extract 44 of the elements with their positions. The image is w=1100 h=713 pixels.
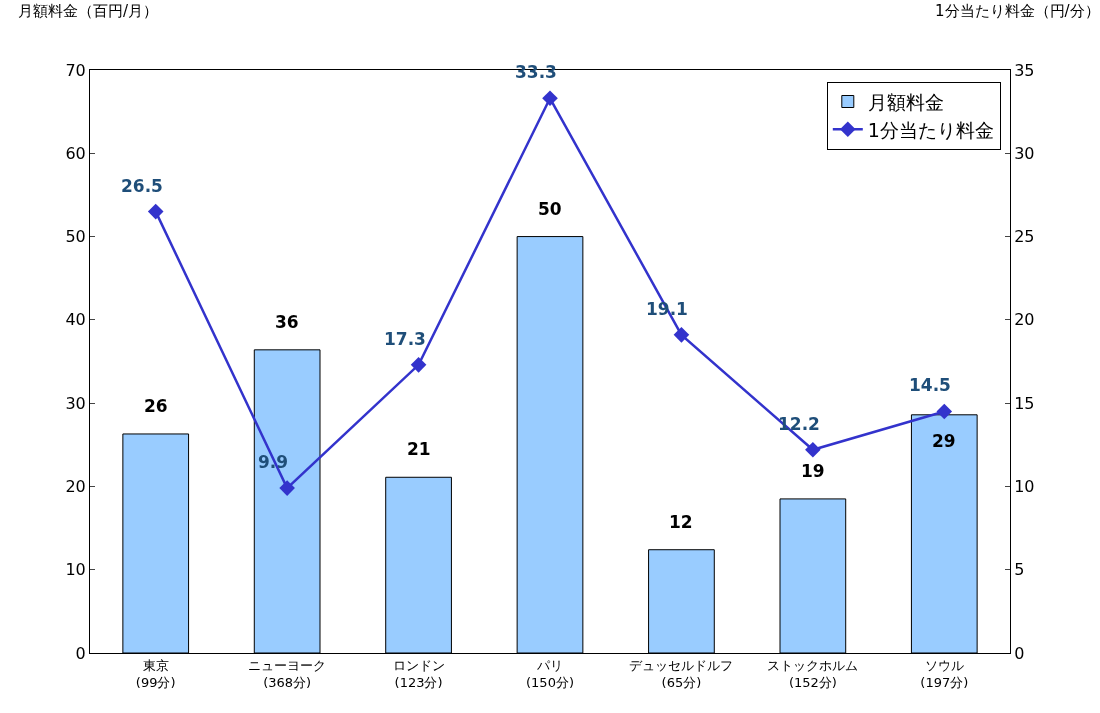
- x-tick-label: パリ (150分): [526, 657, 574, 690]
- point: [936, 403, 953, 420]
- y2-tick-label: 20: [1014, 310, 1035, 330]
- data-label: 17.3: [384, 329, 426, 349]
- x-tick-label: ソウル (197分): [920, 657, 969, 690]
- x-tick-label: ニューヨーク (368分): [248, 657, 327, 690]
- data-label: 12: [669, 512, 693, 532]
- x-tick-label: 東京 (99分): [135, 657, 176, 690]
- y-tick-label: 60: [65, 143, 86, 163]
- point: [542, 90, 558, 107]
- y2-tick-label: 30: [1014, 143, 1035, 163]
- y-axis-title: 月額料金（百円/月）: [18, 2, 159, 20]
- y-tick-label: 70: [65, 60, 86, 80]
- x-tick-label: デュッセルドルフ (65分): [629, 657, 734, 690]
- y-tick-label: 40: [65, 310, 86, 330]
- data-label: 19: [801, 461, 825, 481]
- point: [805, 441, 821, 458]
- data-label: 14.5: [909, 375, 951, 395]
- y-tick-label: 20: [65, 477, 86, 497]
- data-label: 50: [538, 199, 562, 219]
- data-label: 26: [144, 396, 168, 416]
- y2-tick-label: 5: [1014, 560, 1025, 580]
- y2-tick-label: 10: [1014, 477, 1035, 497]
- y-tick-label: 10: [65, 560, 86, 580]
- y2-tick-label: 0: [1014, 643, 1025, 663]
- y2-tick-label: 35: [1014, 60, 1035, 80]
- x-tick-label: ロンドン (123分): [392, 657, 445, 690]
- data-label: 36: [275, 312, 299, 332]
- point: [673, 327, 690, 343]
- y-tick-label: 30: [65, 393, 86, 413]
- y2-tick-label: 15: [1014, 393, 1035, 413]
- y2-axis-title: 1分当たり料金（円/分）: [935, 2, 1100, 20]
- point: [279, 480, 295, 496]
- x-tick-label: ストックホルム (152分): [767, 657, 859, 690]
- y-tick-label: 0: [75, 643, 86, 663]
- y2-tick-label: 25: [1014, 227, 1035, 247]
- legend-label: 1分当たり料金: [867, 118, 994, 141]
- y-tick-label: 50: [65, 227, 86, 247]
- point: [147, 203, 164, 220]
- point: [410, 357, 427, 373]
- data-label: 21: [407, 439, 431, 459]
- data-label: 26.5: [121, 176, 163, 196]
- legend-label: 月額料金: [867, 90, 944, 113]
- data-label: 29: [932, 431, 956, 451]
